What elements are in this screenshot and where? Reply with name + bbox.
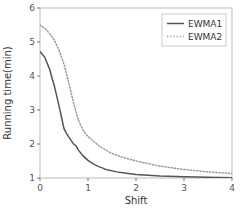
legend-label: EWMA1 <box>188 19 222 29</box>
x-axis-label: Shift <box>125 195 148 206</box>
legend-swatch <box>167 23 184 25</box>
y-axis-label: Running time(min) <box>2 46 13 140</box>
y-tick-label: 1 <box>29 173 35 183</box>
x-tick <box>136 178 137 181</box>
legend: EWMA1 EWMA2 <box>162 14 226 46</box>
y-tick-label: 4 <box>29 71 35 81</box>
y-tick <box>37 144 40 145</box>
x-tick <box>184 178 185 181</box>
chart: 01234123456ShiftRunning time(min)EWMA1EW… <box>0 0 240 210</box>
y-tick-label: 5 <box>29 37 35 47</box>
y-tick <box>37 178 40 179</box>
legend-swatch <box>167 36 184 38</box>
x-tick <box>232 178 233 181</box>
legend-box <box>162 14 226 46</box>
x-tick-label: 0 <box>37 183 43 193</box>
y-tick <box>37 8 40 9</box>
x-tick-label: 1 <box>85 183 91 193</box>
x-tick-label: 2 <box>133 183 139 193</box>
y-tick <box>37 110 40 111</box>
y-tick <box>37 76 40 77</box>
x-tick <box>88 178 89 181</box>
y-tick-label: 2 <box>29 139 35 149</box>
legend-label: EWMA2 <box>188 32 222 42</box>
series-line <box>40 52 232 178</box>
plot-frame <box>40 8 232 178</box>
y-tick <box>37 42 40 43</box>
y-tick-label: 6 <box>29 3 35 13</box>
series-line <box>40 25 232 174</box>
plot-area <box>40 25 232 178</box>
y-tick-label: 3 <box>29 105 35 115</box>
x-tick-label: 3 <box>181 183 187 193</box>
x-tick-label: 4 <box>229 183 235 193</box>
